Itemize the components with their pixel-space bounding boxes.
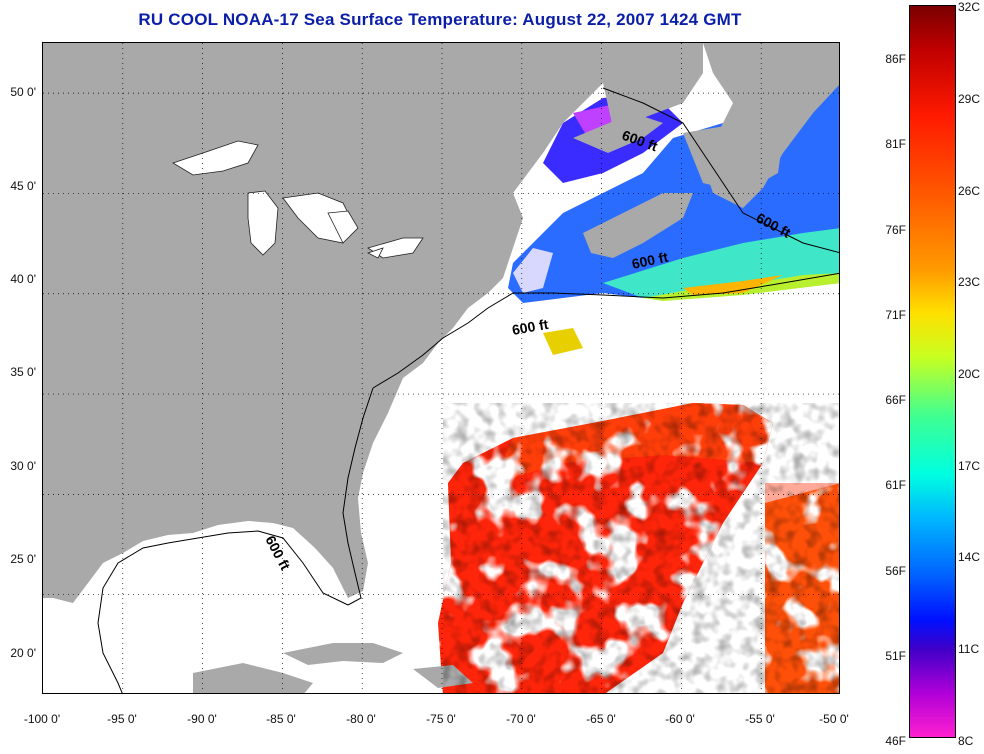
colorbar-c-label: 29C <box>958 92 981 106</box>
map-title: RU COOL NOAA-17 Sea Surface Temperature:… <box>138 10 742 29</box>
sst-speckle <box>443 403 839 693</box>
lon-tick-label: -60 0' <box>665 712 695 726</box>
colorbar-c-label: 23C <box>958 275 981 289</box>
lat-tick-label: 20 0' <box>10 646 36 660</box>
lon-tick-label: -75 0' <box>426 712 456 726</box>
contour-label: 600 ft <box>630 249 669 272</box>
great-lakes <box>172 140 424 259</box>
lon-tick-label: -95 0' <box>107 712 137 726</box>
colorbar-f-label: 61F <box>885 478 906 492</box>
graticule <box>43 43 839 693</box>
lat-tick-label: 45 0' <box>10 179 36 193</box>
contour-label: 600 ft <box>511 316 550 338</box>
contour-label: 600 ft <box>262 533 293 573</box>
lon-tick-label: -80 0' <box>346 712 376 726</box>
colorbar-f-label: 56F <box>885 564 906 578</box>
map-canvas: 600 ft 600 ft 600 ft 600 ft 600 ft <box>43 43 839 693</box>
colorbar-f-label: 46F <box>885 734 906 748</box>
lat-tick-label: 25 0' <box>10 552 36 566</box>
colorbar-f-label: 51F <box>885 649 906 663</box>
colorbar-f-label: 86F <box>885 52 906 66</box>
lat-tick-label: 40 0' <box>10 272 36 286</box>
lon-tick-label: -100 0' <box>23 712 61 726</box>
lon-tick-label: -55 0' <box>745 712 775 726</box>
depth-contour-600ft <box>97 87 839 693</box>
colorbar-c-label: 32C <box>958 0 981 14</box>
lon-tick-label: -50 0' <box>819 712 849 726</box>
colorbar-c-label: 26C <box>958 184 981 198</box>
lon-tick-label: -65 0' <box>586 712 616 726</box>
lon-tick-label: -85 0' <box>266 712 296 726</box>
temperature-colorbar <box>909 5 956 738</box>
lon-tick-label: -70 0' <box>506 712 536 726</box>
colorbar-f-label: 71F <box>885 308 906 322</box>
colorbar-c-label: 17C <box>958 459 981 473</box>
lat-tick-label: 30 0' <box>10 459 36 473</box>
colorbar-c-label: 14C <box>958 550 981 564</box>
colorbar-c-label: 8C <box>958 734 974 748</box>
colorbar-f-label: 66F <box>885 393 906 407</box>
colorbar-c-label: 11C <box>958 642 980 656</box>
lon-tick-label: -90 0' <box>187 712 217 726</box>
colorbar-f-label: 81F <box>885 137 906 151</box>
colorbar-c-label: 20C <box>958 367 981 381</box>
land-mass <box>43 43 839 693</box>
lat-tick-label: 50 0' <box>10 85 36 99</box>
colorbar-f-label: 76F <box>885 223 906 237</box>
lat-tick-label: 35 0' <box>10 365 36 379</box>
sst-map[interactable]: 600 ft 600 ft 600 ft 600 ft 600 ft <box>42 42 840 694</box>
